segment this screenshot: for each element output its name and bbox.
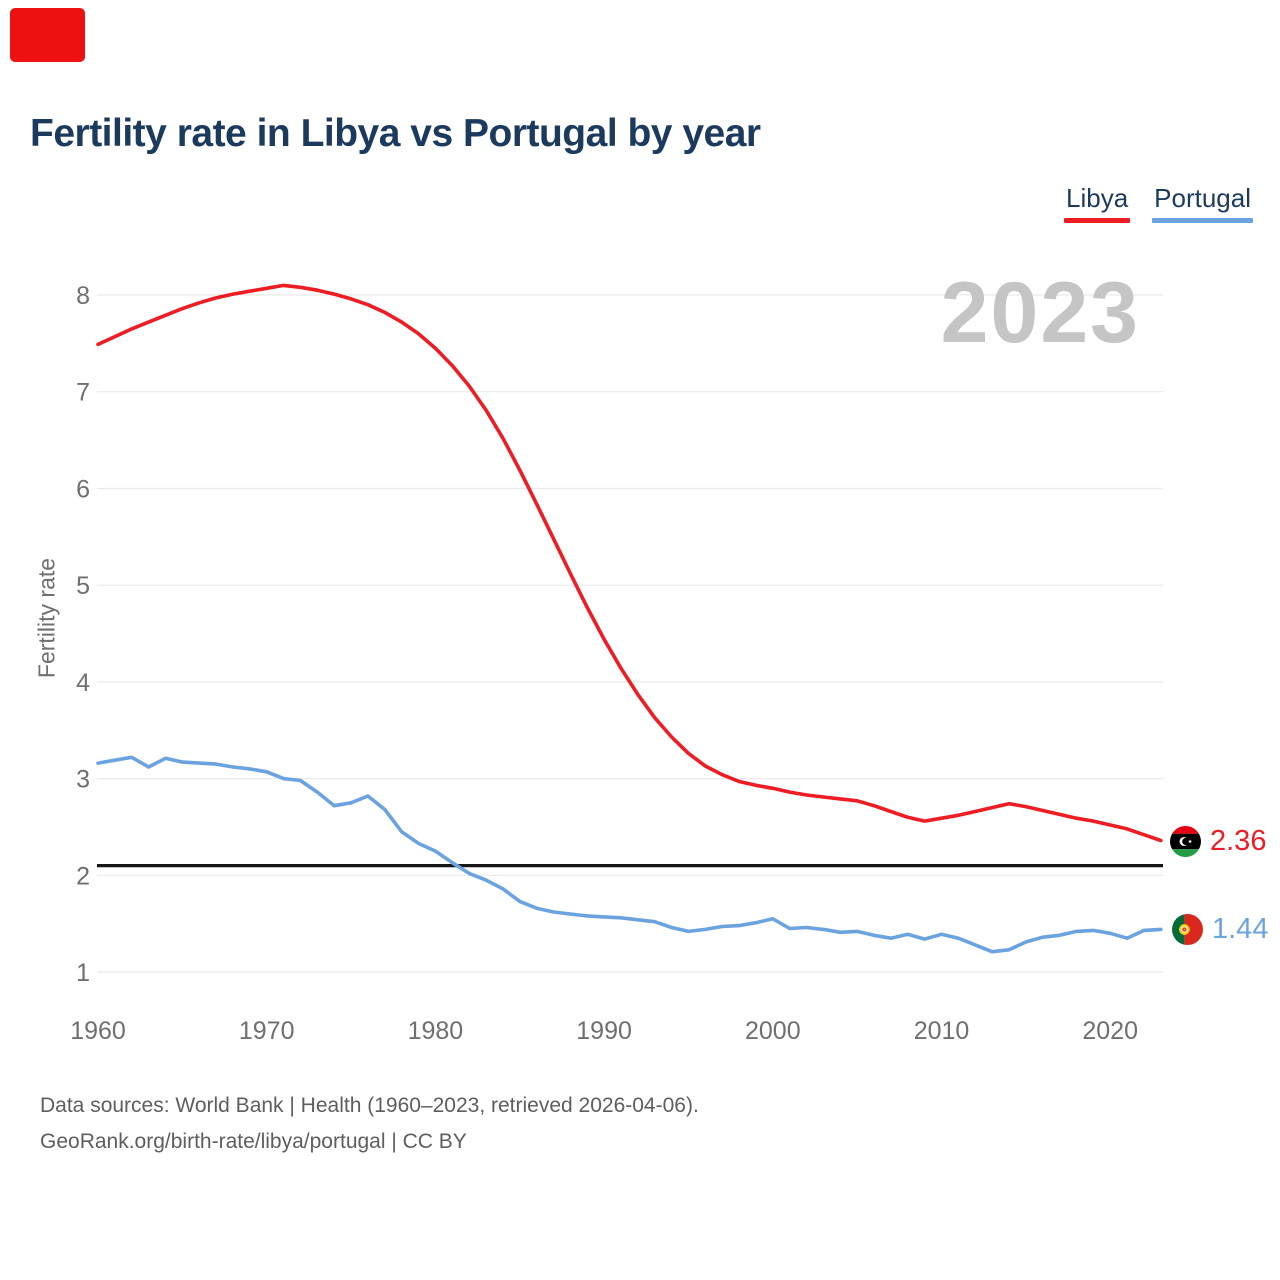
x-tick-label: 1980: [408, 1017, 464, 1045]
libya-flag-icon: [1170, 825, 1201, 857]
year-watermark: 2023: [940, 265, 1140, 361]
y-tick-label: 4: [76, 669, 90, 697]
y-axis-title: Fertility rate: [33, 557, 60, 679]
chart-footer: Data sources: World Bank | Health (1960–…: [40, 1088, 699, 1160]
legend-item-libya[interactable]: Libya: [1064, 183, 1131, 223]
portugal-flag-icon: [1172, 913, 1203, 945]
x-tick-label: 2000: [745, 1017, 801, 1045]
y-tick-label: 1: [76, 959, 90, 987]
x-tick-label: 1970: [239, 1017, 295, 1045]
libya-end-value: 2.36: [1210, 824, 1267, 857]
legend-label-libya: Libya: [1066, 183, 1129, 213]
legend-item-portugal[interactable]: Portugal: [1152, 183, 1253, 223]
y-tick-label: 5: [76, 572, 90, 600]
x-tick-label: 2020: [1082, 1017, 1138, 1045]
libya-line: [96, 283, 1163, 843]
legend: Libya Portugal: [1064, 183, 1253, 223]
y-tick-label: 8: [76, 282, 90, 310]
footer-license-line: GeoRank.org/birth-rate/libya/portugal | …: [40, 1130, 467, 1153]
footer-source-line: Data sources: World Bank | Health (1960–…: [40, 1094, 699, 1117]
x-tick-label: 1990: [576, 1017, 632, 1045]
portugal-line: [96, 755, 1163, 954]
legend-underline-libya: [1064, 218, 1131, 223]
chart-title: Fertility rate in Libya vs Portugal by y…: [30, 112, 761, 155]
y-tick-label: 6: [76, 476, 90, 504]
y-tick-label: 2: [76, 862, 90, 890]
y-tick-label: 3: [76, 766, 90, 794]
y-tick-label: 7: [76, 379, 90, 407]
libya-end-label: 2.36: [1170, 825, 1266, 857]
legend-label-portugal: Portugal: [1154, 183, 1251, 213]
legend-underline-portugal: [1152, 218, 1253, 223]
x-tick-label: 2010: [914, 1017, 970, 1045]
corner-marker: [10, 8, 85, 62]
portugal-end-label: 1.44: [1172, 913, 1268, 945]
portugal-end-value: 1.44: [1212, 912, 1269, 945]
x-tick-label: 1960: [70, 1017, 126, 1045]
